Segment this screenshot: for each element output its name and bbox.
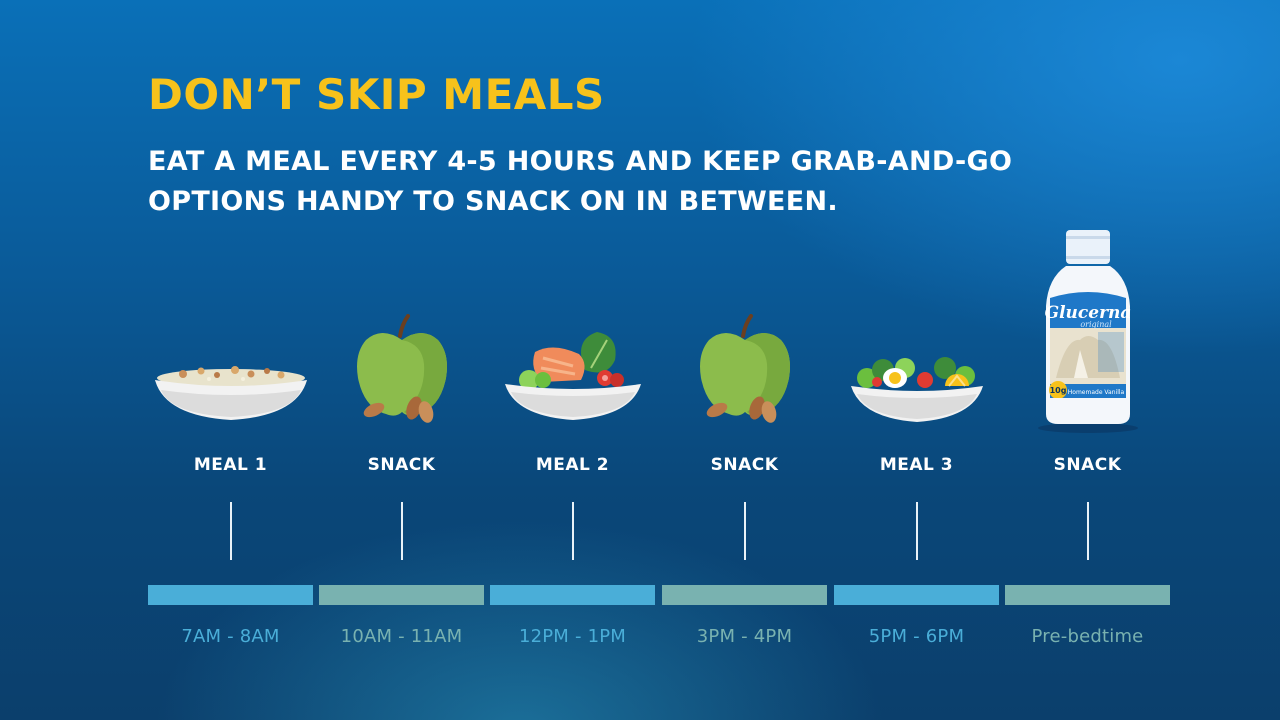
slot-label: MEAL 2: [535, 455, 610, 475]
schedule-slot-meal-2: MEAL 2 12PM - 1PM: [490, 0, 655, 720]
schedule-slot-snack-3: Glucerna original Homemade Vanilla 10g S…: [1005, 0, 1170, 720]
page-subtitle: EAT A MEAL EVERY 4-5 HOURS AND KEEP GRAB…: [148, 146, 1013, 217]
timeline-bar: [148, 585, 313, 605]
schedule-slot-meal-3: MEAL 3 5PM - 6PM: [834, 0, 999, 720]
timeline-bar: [319, 585, 484, 605]
timeline-tick: [571, 502, 574, 560]
product-flavor: Homemade Vanilla: [1067, 389, 1124, 396]
slot-time: 5PM - 6PM: [868, 626, 965, 647]
shake-bottle-icon: Glucerna original Homemade Vanilla 10g: [1037, 230, 1138, 433]
slot-label: MEAL 3: [879, 455, 954, 475]
timeline-tick: [1086, 502, 1089, 560]
timeline-tick: [743, 502, 746, 560]
slot-time: 7AM - 8AM: [181, 626, 280, 647]
timeline-bar: [834, 585, 999, 605]
schedule-slot-snack-1: SNACK 10AM - 11AM: [319, 0, 484, 720]
timeline-tick: [915, 502, 918, 560]
protein-badge: 10g: [1049, 386, 1066, 395]
apple-almonds-icon: [699, 314, 790, 423]
timeline-bar: [662, 585, 827, 605]
timeline-bar: [490, 585, 655, 605]
slot-label: SNACK: [367, 455, 436, 475]
slot-label: SNACK: [710, 455, 779, 475]
schedule-slot-meal-1: MEAL 1 7AM - 8AM: [148, 0, 313, 720]
slot-label: MEAL 1: [193, 455, 268, 475]
slot-time: Pre-bedtime: [1031, 626, 1144, 647]
egg-salad-bowl-icon: [850, 357, 983, 422]
product-brand: Glucerna: [1044, 303, 1131, 323]
slot-time: 3PM - 4PM: [696, 626, 793, 647]
schedule-slot-snack-2: SNACK 3PM - 4PM: [662, 0, 827, 720]
slot-time: 10AM - 11AM: [340, 626, 463, 647]
product-variant: original: [1080, 320, 1112, 329]
apple-almonds-icon: [356, 314, 447, 423]
timeline-tick: [229, 502, 232, 560]
slot-label: SNACK: [1053, 455, 1122, 475]
salmon-salad-bowl-icon: [504, 332, 641, 420]
page-title: DON’T SKIP MEALS: [148, 70, 605, 119]
timeline-tick: [400, 502, 403, 560]
slot-time: 12PM - 1PM: [518, 626, 627, 647]
cereal-bowl-icon: [154, 366, 307, 420]
timeline-bar: [1005, 585, 1170, 605]
